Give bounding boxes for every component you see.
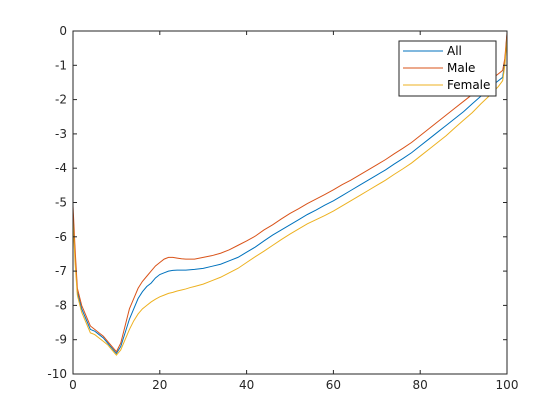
y-tick-label: -2 bbox=[55, 93, 67, 107]
legend-label-all: All bbox=[447, 44, 462, 58]
series-line-female bbox=[72, 37, 508, 356]
y-tick-label: -6 bbox=[55, 230, 67, 244]
legend: All Male Female bbox=[398, 40, 497, 97]
legend-label-male: Male bbox=[447, 61, 475, 75]
x-tick-label: 80 bbox=[413, 378, 428, 392]
series-layer bbox=[72, 32, 508, 356]
x-tick-label: 20 bbox=[152, 378, 167, 392]
x-tick-label: 40 bbox=[239, 378, 254, 392]
series-line-all bbox=[72, 34, 508, 355]
y-tick-label: -10 bbox=[47, 367, 67, 381]
legend-label-female: Female bbox=[447, 78, 490, 92]
y-tick-label: 0 bbox=[59, 24, 67, 38]
y-tick-label: -3 bbox=[55, 127, 67, 141]
y-tick-label: -1 bbox=[55, 58, 67, 72]
y-tick-label: -5 bbox=[55, 196, 67, 210]
series-line-male bbox=[72, 32, 508, 353]
y-tick-label: -9 bbox=[55, 333, 67, 347]
y-tick-label: -4 bbox=[55, 161, 67, 175]
x-tick-label: 60 bbox=[326, 378, 341, 392]
y-tick-label: -8 bbox=[55, 298, 67, 312]
x-tick-label: 100 bbox=[496, 378, 519, 392]
y-tick-label: -7 bbox=[55, 264, 67, 278]
x-tick-label: 0 bbox=[69, 378, 77, 392]
ticks-layer: 0 20 40 60 80 100 0 -1 -2 -3 -4 -5 -6 -7 -8 -9 -10 bbox=[47, 24, 518, 392]
